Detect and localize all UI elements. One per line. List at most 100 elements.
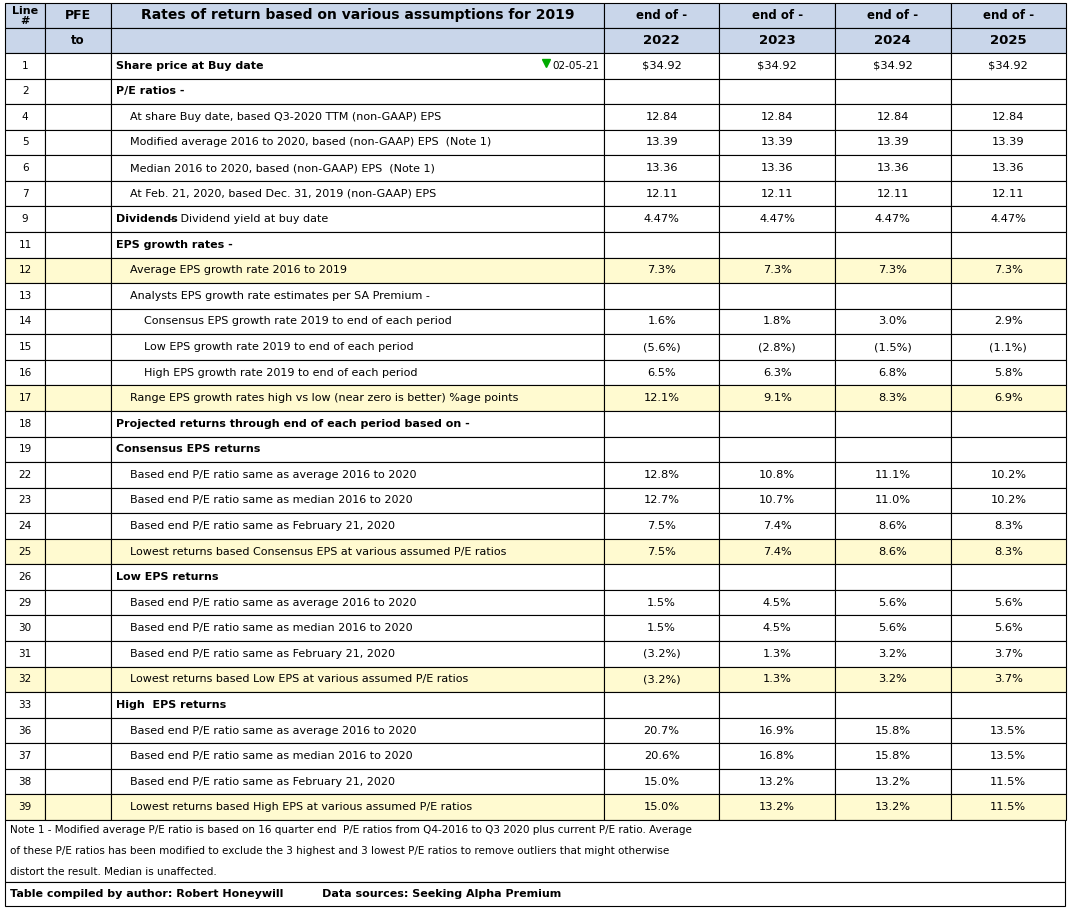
Bar: [719, 360, 835, 385]
Bar: [835, 641, 950, 666]
Text: 1.5%: 1.5%: [647, 624, 676, 634]
Text: 16.8%: 16.8%: [760, 751, 795, 761]
Text: 9.1%: 9.1%: [763, 394, 792, 404]
Bar: [950, 309, 1066, 335]
Bar: [603, 105, 719, 130]
Text: 13.2%: 13.2%: [875, 776, 911, 786]
Text: 4.47%: 4.47%: [875, 215, 911, 225]
Bar: [45, 28, 111, 53]
Bar: [45, 794, 111, 820]
Text: 6.3%: 6.3%: [763, 367, 792, 377]
Bar: [950, 590, 1066, 615]
Text: Based end P/E ratio same as median 2016 to 2020: Based end P/E ratio same as median 2016 …: [129, 751, 413, 761]
Text: 5.8%: 5.8%: [994, 367, 1023, 377]
Bar: [5, 539, 45, 564]
Text: 2025: 2025: [990, 34, 1026, 47]
Bar: [111, 283, 603, 309]
Text: to: to: [72, 34, 85, 47]
Text: 10.8%: 10.8%: [759, 470, 795, 480]
Bar: [5, 78, 45, 105]
Text: Consensus EPS growth rate 2019 to end of each period: Consensus EPS growth rate 2019 to end of…: [144, 316, 452, 326]
Bar: [603, 692, 719, 718]
Bar: [5, 666, 45, 692]
Text: Low EPS returns: Low EPS returns: [116, 572, 218, 582]
Text: Table compiled by author: Robert Honeywill          Data sources: Seeking Alpha : Table compiled by author: Robert Honeywi…: [10, 889, 562, 899]
Bar: [45, 666, 111, 692]
Bar: [45, 615, 111, 641]
Bar: [719, 666, 835, 692]
Bar: [835, 130, 950, 155]
Bar: [603, 181, 719, 206]
Bar: [45, 309, 111, 335]
Text: 13.5%: 13.5%: [990, 751, 1026, 761]
Bar: [45, 206, 111, 232]
Bar: [835, 181, 950, 206]
Bar: [45, 283, 111, 309]
Bar: [603, 206, 719, 232]
Bar: [950, 105, 1066, 130]
Text: (1.1%): (1.1%): [990, 342, 1027, 352]
Bar: [603, 3, 719, 28]
Text: 15.8%: 15.8%: [874, 725, 911, 735]
Text: 1.5%: 1.5%: [647, 598, 676, 608]
Text: 7.3%: 7.3%: [763, 265, 792, 275]
Bar: [45, 718, 111, 744]
Bar: [835, 436, 950, 462]
Bar: [111, 206, 603, 232]
Bar: [111, 487, 603, 514]
Bar: [719, 130, 835, 155]
Text: 13.36: 13.36: [645, 163, 678, 173]
Text: 36: 36: [18, 725, 32, 735]
Bar: [835, 105, 950, 130]
Text: Dividends: Dividends: [116, 215, 178, 225]
Bar: [5, 462, 45, 487]
Text: 29: 29: [18, 598, 32, 608]
Text: Median 2016 to 2020, based (non-GAAP) EPS  (Note 1): Median 2016 to 2020, based (non-GAAP) EP…: [129, 163, 434, 173]
Bar: [950, 462, 1066, 487]
Text: Average EPS growth rate 2016 to 2019: Average EPS growth rate 2016 to 2019: [129, 265, 347, 275]
Bar: [111, 794, 603, 820]
Bar: [719, 385, 835, 411]
Text: $34.92: $34.92: [873, 61, 913, 71]
Bar: [5, 283, 45, 309]
Bar: [719, 564, 835, 590]
Bar: [835, 283, 950, 309]
Bar: [5, 206, 45, 232]
Text: 13.36: 13.36: [992, 163, 1025, 173]
Text: Lowest returns based Consensus EPS at various assumed P/E ratios: Lowest returns based Consensus EPS at va…: [129, 546, 506, 556]
Bar: [835, 744, 950, 769]
Bar: [950, 487, 1066, 514]
Text: -  Dividend yield at buy date: - Dividend yield at buy date: [166, 215, 327, 225]
Text: 23: 23: [18, 495, 32, 505]
Text: 3.7%: 3.7%: [994, 649, 1023, 659]
Text: 15.8%: 15.8%: [874, 751, 911, 761]
Bar: [603, 28, 719, 53]
Text: 2: 2: [21, 86, 29, 96]
Bar: [603, 360, 719, 385]
Bar: [111, 718, 603, 744]
Bar: [719, 744, 835, 769]
Text: 4.47%: 4.47%: [644, 215, 679, 225]
Bar: [719, 462, 835, 487]
Bar: [5, 436, 45, 462]
Bar: [45, 436, 111, 462]
Bar: [45, 692, 111, 718]
Text: 2.9%: 2.9%: [994, 316, 1023, 326]
Bar: [5, 718, 45, 744]
Bar: [5, 257, 45, 283]
Text: 19: 19: [18, 445, 32, 454]
Bar: [45, 539, 111, 564]
Text: 15.0%: 15.0%: [644, 803, 679, 813]
Bar: [835, 769, 950, 794]
Bar: [603, 283, 719, 309]
Text: end of -: end of -: [982, 9, 1034, 22]
Bar: [719, 257, 835, 283]
Bar: [45, 385, 111, 411]
Text: 6.8%: 6.8%: [878, 367, 907, 377]
Bar: [45, 78, 111, 105]
Text: 13.2%: 13.2%: [760, 776, 795, 786]
Text: Based end P/E ratio same as average 2016 to 2020: Based end P/E ratio same as average 2016…: [129, 725, 416, 735]
Bar: [5, 360, 45, 385]
Text: At share Buy date, based Q3-2020 TTM (non-GAAP) EPS: At share Buy date, based Q3-2020 TTM (no…: [129, 112, 441, 122]
Bar: [5, 309, 45, 335]
